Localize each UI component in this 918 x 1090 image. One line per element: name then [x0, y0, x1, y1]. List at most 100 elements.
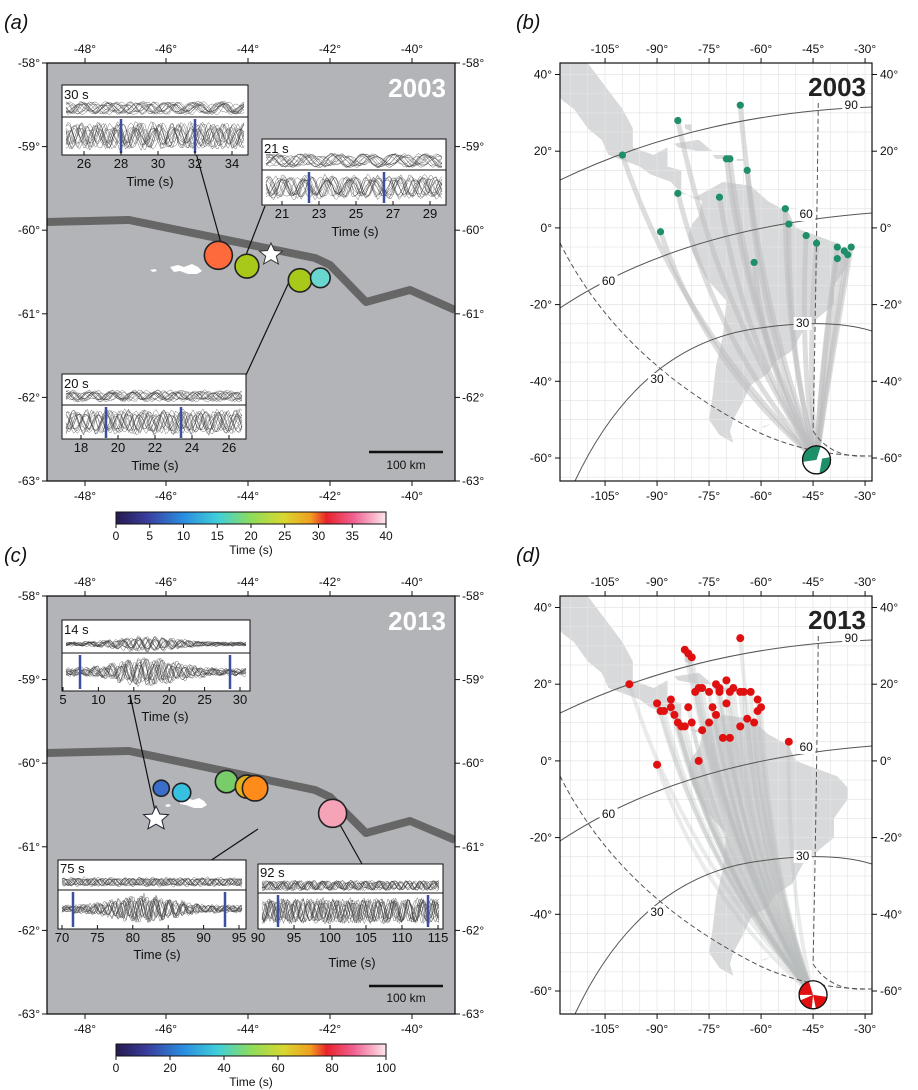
- x-tick-label-top: -44°: [237, 575, 259, 589]
- y-tick-label-right: -61°: [462, 307, 484, 321]
- inset-a3-xlabel: Time (s): [131, 458, 178, 473]
- y-tick-label-right: -20°: [880, 831, 902, 845]
- beachball: [798, 980, 828, 1010]
- axes-d: -105° -105° -90° -90° -75° -75° -60° -60° -45° -4…: [530, 575, 903, 1036]
- panel-label-b: (b): [516, 12, 540, 34]
- distance-label: 60: [799, 740, 813, 754]
- station-marker: [812, 239, 821, 247]
- axes-a: -48° -48° -46° -46° -44° -44° -42° -42° -40° -40°…: [18, 42, 485, 503]
- station-marker: [743, 714, 752, 723]
- y-tick-label-right: -59°: [462, 140, 484, 154]
- station-marker: [618, 151, 627, 159]
- x-tick-label-top: -30°: [854, 575, 876, 589]
- station-marker: [687, 718, 696, 727]
- station-marker: [694, 756, 703, 765]
- y-tick-label-left: -63°: [18, 474, 40, 488]
- year-label-b: 2003: [808, 72, 866, 102]
- y-tick-label-right: 20°: [880, 677, 898, 691]
- x-tick-label-bottom: -48°: [74, 489, 96, 503]
- station-marker: [736, 101, 744, 109]
- station-marker: [743, 166, 751, 174]
- waveform-bundle: [261, 879, 440, 892]
- x-tick-label-top: -90°: [646, 575, 668, 589]
- scale-bar-c: 100 km: [369, 984, 443, 1005]
- inset-tick-label: 85: [161, 930, 175, 945]
- inset-tick-label: 100: [319, 930, 341, 945]
- y-tick-label-right: -59°: [462, 673, 484, 687]
- inset-tick-label: 23: [312, 206, 326, 221]
- x-tick-label-top: -44°: [237, 42, 259, 56]
- x-tick-label-top: -45°: [802, 575, 824, 589]
- colorbar-tick-label: 0: [113, 1061, 120, 1075]
- inset-a2-xlabel: Time (s): [331, 224, 378, 239]
- inset-tick-label: 115: [428, 930, 449, 945]
- x-tick-label-bottom: -30°: [854, 1022, 876, 1036]
- station-marker: [729, 684, 738, 693]
- station-marker: [712, 710, 720, 719]
- trench-line-a: [47, 216, 455, 314]
- x-tick-label-bottom: -60°: [750, 489, 772, 503]
- inset-c2-label: 75 s: [60, 861, 85, 876]
- station-marker: [705, 687, 714, 696]
- station-marker: [844, 251, 852, 259]
- colorbar-tick-label: 20: [244, 529, 258, 543]
- y-tick-label-right: -58°: [462, 56, 484, 70]
- y-tick-label-right: -61°: [462, 840, 484, 854]
- station-marker: [722, 676, 731, 685]
- x-tick-label-bottom: -44°: [237, 489, 259, 503]
- inset-a1: 30 s 26 28 30 32 34 Time (s): [61, 84, 249, 189]
- y-tick-label-right: 0°: [880, 221, 892, 235]
- inset-tick-label: 24: [185, 440, 199, 455]
- y-tick-label-right: -40°: [880, 374, 902, 388]
- colorbar-tick-label: 5: [146, 529, 153, 543]
- x-tick-label-top: -40°: [401, 575, 423, 589]
- dashed-boundary-right: [812, 102, 866, 457]
- y-tick-label-right: -62°: [462, 390, 484, 404]
- station-marker: [705, 718, 714, 727]
- station-marker: [781, 205, 789, 213]
- y-tick-label-right: -63°: [462, 474, 484, 488]
- inset-tick-label: 95: [232, 930, 246, 945]
- y-tick-label-left: -60°: [530, 451, 552, 465]
- y-tick-label-left: 0°: [541, 754, 553, 768]
- inset-c2-xlabel: Time (s): [133, 947, 180, 962]
- inset-tick-label: 90: [196, 930, 210, 945]
- inset-a2-label: 21 s: [264, 141, 289, 156]
- dashed-boundary-right: [812, 635, 866, 990]
- station-marker: [750, 258, 758, 267]
- land-mass: [684, 124, 692, 132]
- x-tick-label-bottom: -90°: [646, 489, 668, 503]
- y-tick-label-right: 40°: [880, 601, 898, 615]
- axes-c: -48° -48° -46° -46° -44° -44° -42° -42° -40° -40°…: [18, 575, 485, 1036]
- station-marker: [698, 684, 707, 693]
- x-tick-label-bottom: -46°: [155, 489, 177, 503]
- subevent-marker: [287, 267, 313, 293]
- x-tick-label-bottom: -105°: [591, 489, 620, 503]
- inset-tick-label: 70: [55, 930, 69, 945]
- distance-label: 60: [602, 274, 616, 288]
- distance-label: 30: [796, 316, 810, 330]
- inset-tick-label: 30: [233, 692, 247, 707]
- inset-tick-label: 21: [275, 206, 289, 221]
- y-tick-label-left: -40°: [530, 374, 552, 388]
- distance-contour: [560, 639, 872, 714]
- station-marker: [684, 703, 693, 712]
- inset-tick-label: 30: [151, 156, 165, 171]
- x-tick-label-bottom: -48°: [74, 1022, 96, 1036]
- y-tick-label-left: -58°: [18, 589, 40, 603]
- inset-tick-label: 15: [127, 692, 141, 707]
- station-marker: [753, 707, 762, 716]
- x-tick-label-top: -60°: [750, 42, 772, 56]
- distance-contour: [560, 212, 872, 309]
- subevents-c: [152, 769, 348, 829]
- y-tick-label-left: -60°: [530, 984, 552, 998]
- inset-c3-label: 92 s: [260, 865, 285, 880]
- colorbar-tick-label: 40: [379, 529, 393, 543]
- colorbar-tick-label: 0: [113, 529, 120, 543]
- station-marker: [653, 699, 662, 708]
- distance-label: 60: [602, 807, 616, 821]
- station-marker: [718, 733, 727, 742]
- distance-label: 30: [796, 849, 810, 863]
- x-tick-label-top: -40°: [401, 42, 423, 56]
